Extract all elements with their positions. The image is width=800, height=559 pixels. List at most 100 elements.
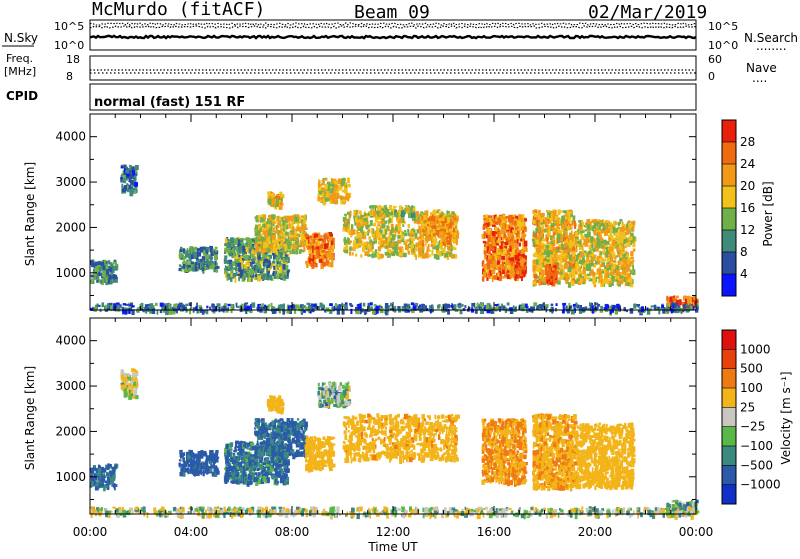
data-cell [388, 219, 390, 223]
data-cell [273, 222, 275, 225]
data-cell [186, 261, 188, 265]
data-cell [523, 260, 526, 262]
data-cell [612, 252, 615, 257]
data-cell [554, 272, 556, 277]
data-cell [446, 233, 450, 235]
data-cell [398, 247, 400, 251]
data-cell [605, 251, 609, 254]
data-cell [584, 234, 588, 238]
data-cell [262, 227, 264, 231]
data-cell [564, 237, 566, 240]
data-cell [192, 252, 195, 255]
data-cell [507, 270, 509, 273]
data-cell [237, 252, 239, 254]
data-cell [515, 216, 518, 220]
data-cell [596, 232, 598, 235]
data-cell [230, 277, 232, 282]
data-cell [322, 188, 324, 190]
data-cell [395, 233, 397, 237]
data-cell [685, 299, 687, 304]
data-cell [382, 235, 385, 238]
data-cell [563, 210, 567, 213]
data-cell [331, 180, 333, 185]
data-cell [344, 188, 348, 194]
data-cell [326, 260, 330, 263]
data-cell [559, 244, 562, 247]
data-cell [347, 178, 350, 184]
data-cell [564, 266, 568, 269]
data-cell [205, 254, 209, 259]
data-cell [632, 269, 635, 275]
data-cell [419, 228, 422, 233]
data-cell [390, 212, 393, 216]
data-cell [361, 243, 364, 247]
data-cell [110, 279, 113, 285]
data-cell [601, 245, 603, 249]
data-cell [332, 238, 334, 241]
data-cell [629, 261, 631, 265]
data-cell [235, 239, 237, 244]
data-cell [436, 216, 438, 220]
data-cell [627, 228, 629, 232]
data-cell [619, 266, 621, 270]
data-cell [426, 214, 428, 218]
data-cell [624, 239, 626, 243]
data-cell [259, 269, 261, 271]
nsearch-dots: ........ [756, 39, 787, 53]
data-cell [452, 220, 454, 223]
data-cell [566, 232, 568, 238]
data-cell [597, 243, 599, 248]
data-cell [231, 237, 234, 239]
data-cell [497, 256, 499, 260]
data-cell [511, 237, 513, 241]
data-cell [582, 222, 584, 226]
data-cell [488, 250, 490, 253]
data-cell [226, 271, 229, 273]
data-cell [242, 246, 245, 252]
freq-tick-top: 18 [66, 53, 80, 66]
data-cell [676, 296, 679, 299]
data-cell [521, 249, 525, 254]
data-cell [578, 220, 581, 223]
data-cell [483, 272, 486, 277]
data-cell [329, 195, 332, 200]
data-cell [431, 244, 435, 247]
data-cell [289, 232, 292, 235]
data-cell [97, 280, 99, 283]
data-cell [296, 250, 298, 254]
data-cell [288, 242, 292, 246]
data-cell [431, 221, 434, 224]
data-cell [407, 229, 409, 233]
data-cell [257, 236, 260, 239]
data-cell [608, 225, 612, 227]
data-cell [510, 258, 514, 262]
data-cell [616, 246, 619, 251]
data-cell [256, 265, 258, 271]
data-cell [454, 222, 458, 226]
data-cell [279, 217, 282, 221]
data-cell [306, 262, 308, 268]
data-cell [296, 229, 299, 232]
data-cell [464, 305, 466, 308]
data-cell [408, 251, 411, 255]
data-cell [325, 178, 328, 181]
data-cell [515, 230, 517, 233]
data-cell [285, 246, 287, 252]
data-cell [325, 194, 329, 198]
data-cell [541, 258, 544, 263]
data-cell [277, 241, 279, 243]
data-cell [272, 235, 275, 240]
data-cell [606, 227, 608, 230]
data-cell [106, 270, 109, 276]
data-cell [606, 220, 610, 222]
data-cell [487, 225, 489, 227]
data-cell [389, 205, 392, 211]
data-cell [610, 232, 613, 238]
data-cell [498, 233, 500, 239]
freq-panel [90, 56, 696, 80]
data-cell [308, 250, 312, 253]
data-cell [265, 263, 269, 265]
data-cell [368, 249, 370, 253]
data-cell [485, 214, 488, 218]
data-cell [498, 218, 501, 221]
